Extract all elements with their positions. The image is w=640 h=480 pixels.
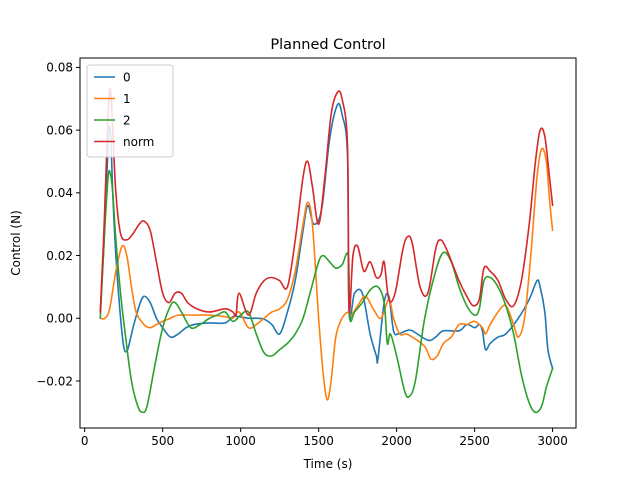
series-line-norm (99, 87, 554, 317)
legend: 0 1 2 norm (86, 64, 174, 158)
legend-label-1: 1 (123, 92, 131, 106)
chart-title: Planned Control (270, 37, 385, 53)
y-tick-label: −0.02 (36, 374, 73, 388)
y-tick-label: 0.00 (46, 312, 73, 326)
x-tick-label: 2500 (459, 434, 490, 448)
x-axis: 0 500 1000 1500 2000 2500 3000 (81, 428, 568, 448)
x-tick-label: 0 (81, 434, 89, 448)
x-tick-label: 1000 (225, 434, 256, 448)
x-tick-label: 2000 (381, 434, 412, 448)
legend-label-norm: norm (123, 135, 154, 149)
y-axis-label: Control (N) (9, 210, 23, 276)
series-line-2 (99, 169, 554, 414)
y-tick-label: 0.02 (46, 249, 73, 263)
legend-label-2: 2 (123, 113, 131, 127)
y-tick-label: 0.04 (46, 186, 73, 200)
x-tick-label: 1500 (303, 434, 334, 448)
y-tick-label: 0.08 (46, 61, 73, 75)
x-axis-label: Time (s) (303, 457, 353, 471)
legend-label-0: 0 (123, 70, 131, 84)
x-tick-label: 3000 (537, 434, 568, 448)
y-tick-label: 0.06 (46, 123, 73, 137)
plot-lines (99, 87, 554, 414)
series-line-1 (99, 147, 554, 401)
legend-box (86, 64, 174, 158)
x-tick-label: 500 (151, 434, 174, 448)
y-axis: −0.02 0.00 0.02 0.04 0.06 0.08 (36, 61, 80, 388)
axes-frame (79, 57, 577, 429)
